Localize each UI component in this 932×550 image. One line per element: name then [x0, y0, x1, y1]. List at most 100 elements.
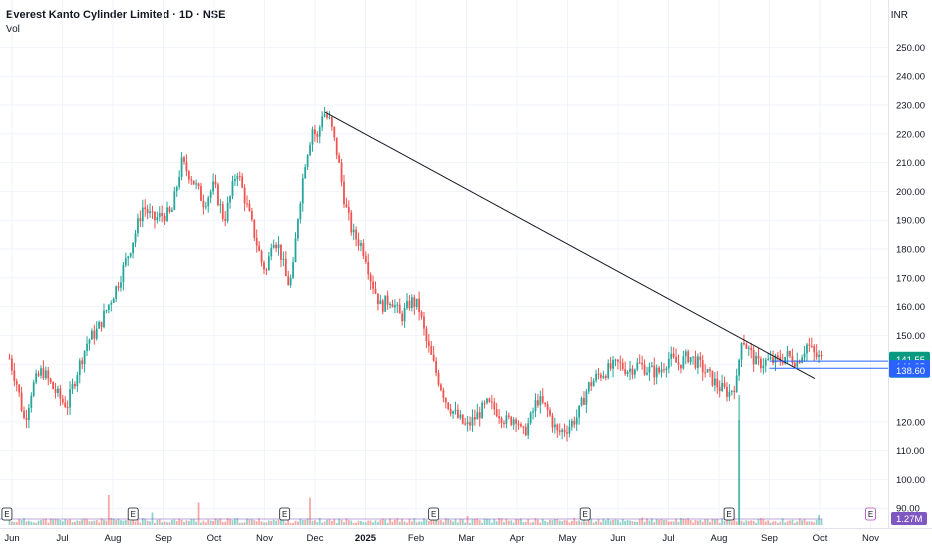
volume-bar — [767, 520, 770, 525]
candle-body — [306, 155, 309, 168]
volume-bar — [35, 522, 38, 525]
candle-body — [578, 405, 581, 418]
volume-bar — [275, 520, 278, 525]
volume-bar — [93, 520, 96, 525]
candle-body — [687, 351, 690, 363]
candle-body — [44, 370, 47, 378]
candle-body — [658, 367, 661, 373]
candle-body — [747, 347, 750, 349]
volume-bar — [740, 520, 743, 525]
candle-body — [98, 321, 101, 329]
candle-body — [313, 129, 316, 135]
candle-body — [158, 212, 161, 218]
volume-bar — [313, 520, 316, 525]
volume-group — [8, 395, 823, 525]
x-tick-label: Jul — [662, 533, 674, 544]
volume-bar — [294, 520, 297, 525]
candle-body — [709, 369, 711, 371]
candle-body — [447, 402, 450, 410]
volume-bar — [779, 521, 782, 525]
volume-bar — [350, 520, 353, 525]
volume-bar — [667, 521, 670, 525]
earnings-marker-label: E — [282, 510, 287, 519]
volume-bar — [653, 522, 656, 525]
x-tick-label: Aug — [711, 533, 728, 544]
candle-body — [410, 297, 413, 309]
volume-bar — [776, 522, 779, 525]
volume-bar — [689, 519, 692, 525]
volume-bar — [646, 518, 648, 525]
candle-body — [461, 414, 464, 424]
volume-bar — [699, 519, 702, 525]
candle-body — [309, 144, 311, 156]
volume-bar — [141, 518, 144, 525]
volume-bar — [735, 521, 738, 525]
volume-bar — [461, 519, 464, 525]
volume-bar — [786, 521, 789, 525]
candle-body — [607, 363, 610, 378]
candle-body — [40, 368, 42, 376]
volume-bar — [57, 519, 59, 525]
volume-bar — [137, 519, 139, 525]
volume-bar — [267, 520, 270, 525]
volume-bar — [675, 518, 677, 525]
volume-bar — [660, 518, 663, 525]
volume-bar — [408, 518, 411, 525]
y-tick-label: 230.00 — [896, 101, 925, 112]
candle-body — [333, 126, 336, 138]
volume-bar — [168, 522, 171, 525]
candle-body — [236, 176, 239, 180]
candle-body — [534, 400, 537, 412]
candle-body — [619, 361, 622, 363]
candle-body — [614, 359, 617, 361]
y-tick-label: 120.00 — [896, 417, 925, 428]
volume-bar — [372, 522, 374, 525]
candle-body — [454, 409, 457, 412]
candle-body — [76, 375, 79, 387]
volume-bar — [10, 521, 13, 525]
candle-body — [810, 345, 813, 347]
volume-bar — [747, 521, 750, 525]
volume-bar — [42, 519, 45, 525]
candle-body — [512, 419, 515, 425]
volume-bar — [299, 518, 302, 525]
volume-bar — [107, 495, 110, 525]
volume-bar — [66, 519, 69, 525]
candle-body — [95, 328, 98, 339]
volume-bar — [430, 519, 433, 525]
volume-bar — [464, 522, 467, 525]
candle-body — [583, 397, 585, 405]
volume-bar — [534, 518, 537, 525]
candle-body — [8, 358, 11, 360]
volume-bar — [806, 521, 808, 525]
volume-bar — [183, 522, 185, 525]
candle-body — [820, 354, 823, 356]
y-tick-label: 170.00 — [896, 273, 925, 284]
candle-body — [680, 364, 682, 369]
candle-body — [229, 196, 231, 203]
level-badge — [889, 364, 930, 378]
candle-body — [721, 382, 724, 392]
volume-bar — [621, 519, 624, 525]
candle-body — [64, 402, 67, 407]
volume-bar — [238, 522, 241, 525]
volume-bar — [721, 518, 724, 525]
volume-bar — [810, 521, 813, 525]
earnings-marker — [279, 507, 291, 521]
volume-bar — [527, 519, 530, 525]
level-label: 138.60 — [896, 366, 925, 377]
volume-bar — [553, 518, 556, 525]
volume-bar — [173, 519, 176, 525]
candle-body — [515, 419, 517, 424]
candle-body — [665, 368, 668, 371]
candle-body — [563, 429, 566, 433]
candle-body — [510, 416, 513, 425]
volume-bar — [427, 521, 430, 525]
candle-body — [272, 244, 275, 248]
y-tick-label: 200.00 — [896, 187, 925, 198]
candle-body — [139, 218, 142, 222]
y-tick-label: 160.00 — [896, 302, 925, 313]
candle-body — [595, 373, 597, 381]
candle-body — [590, 382, 593, 387]
